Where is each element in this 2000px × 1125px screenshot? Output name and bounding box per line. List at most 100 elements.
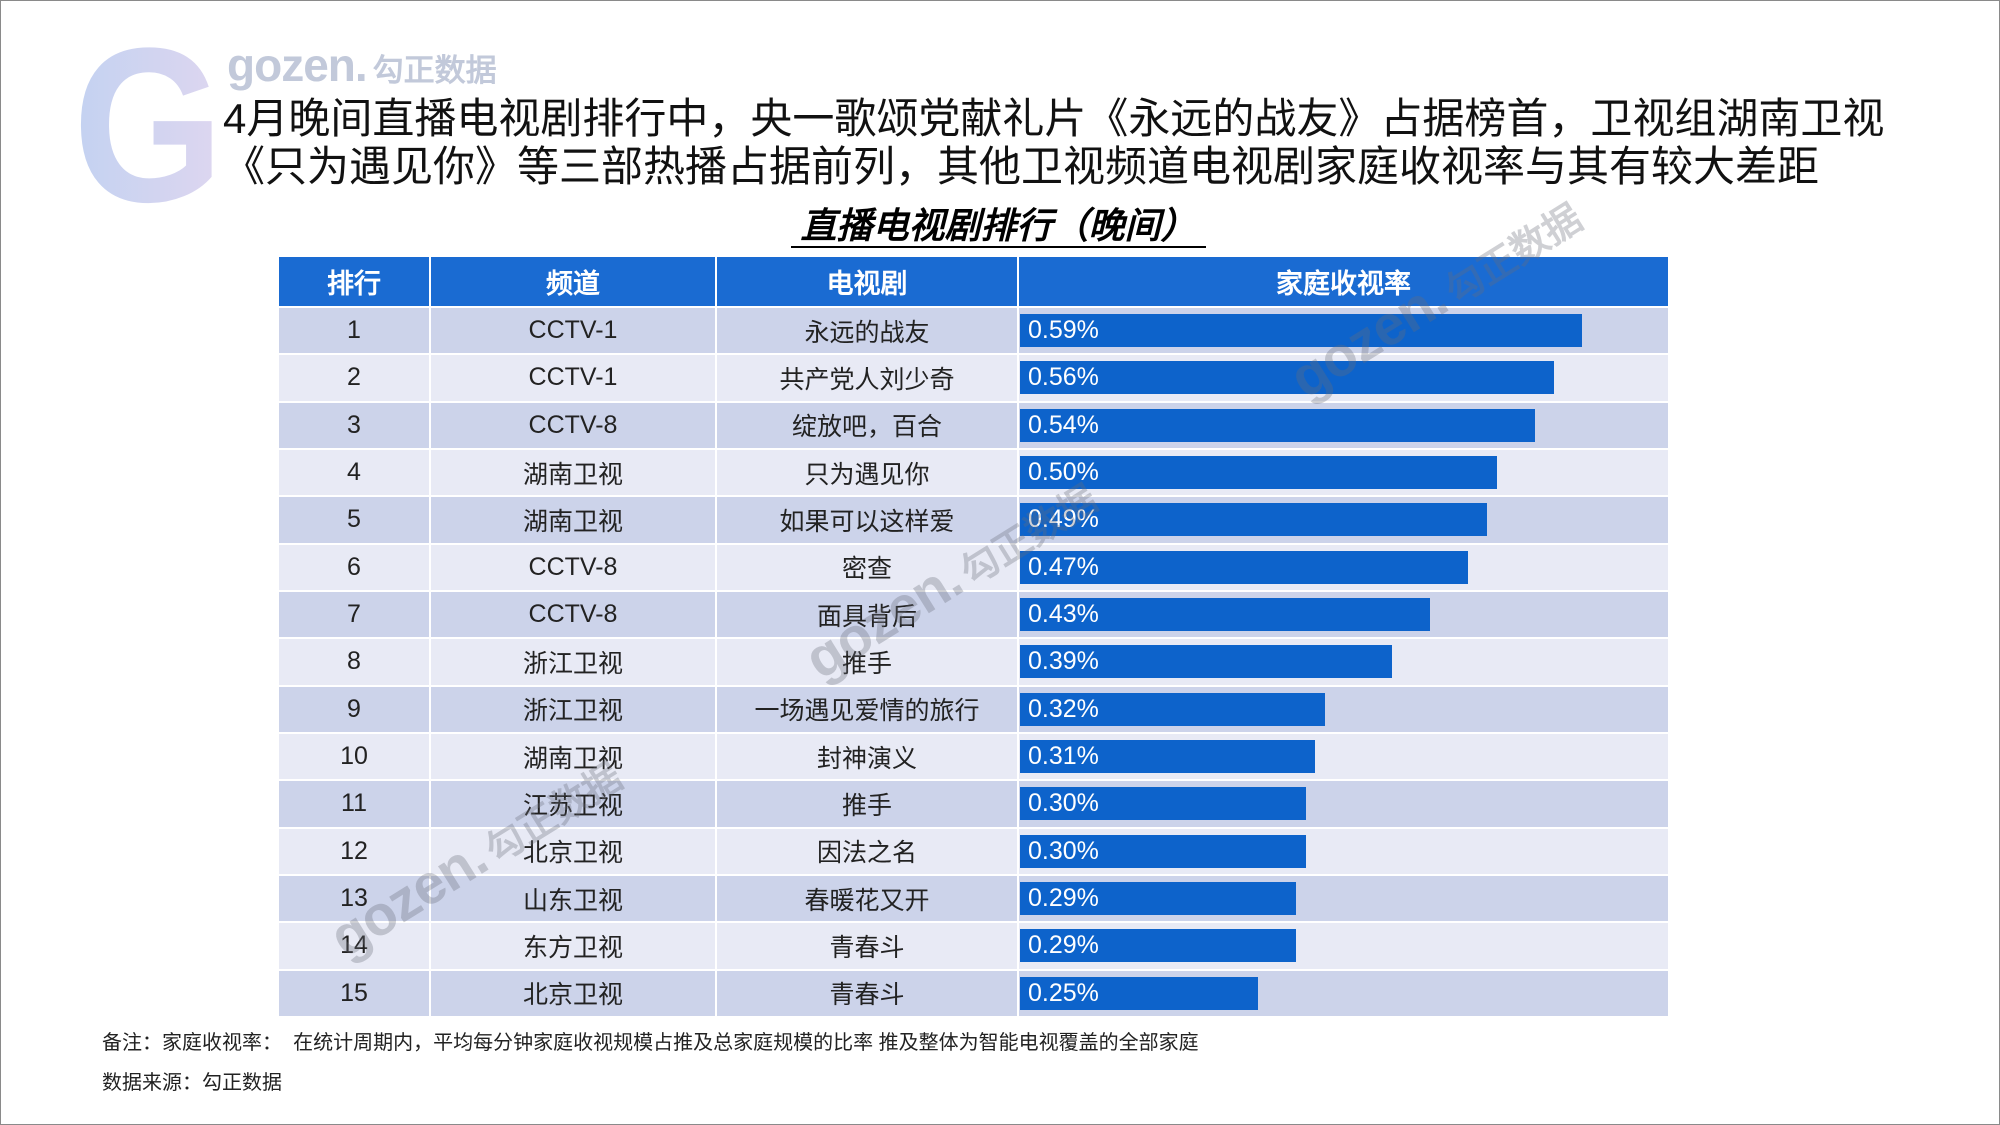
- bar-value-label: 0.25%: [1028, 978, 1099, 1007]
- rank-cell: 2: [279, 355, 429, 401]
- table-row: 13 山东卫视 春暖花又开 0.29%: [279, 875, 1668, 922]
- rank-cell: 5: [279, 497, 429, 543]
- header-drama: 电视剧: [717, 257, 1017, 306]
- bar: [1020, 455, 1497, 489]
- channel-cell: 江苏卫视: [431, 781, 715, 827]
- channel-cell: 东方卫视: [431, 923, 715, 969]
- rating-cell: 0.49%: [1019, 497, 1668, 543]
- bar-value-label: 0.29%: [1028, 883, 1099, 912]
- bar: [1020, 976, 1259, 1010]
- table-header: 排行 频道 电视剧 家庭收视率: [279, 257, 1668, 306]
- bar-value-label: 0.59%: [1028, 316, 1099, 344]
- rank-cell: 14: [279, 923, 429, 969]
- table-row: 15 北京卫视 青春斗 0.25%: [279, 970, 1668, 1016]
- drama-cell: 一场遇见爱情的旅行: [717, 686, 1017, 732]
- footnote: 备注：家庭收视率： 在统计周期内，平均每分钟家庭收视规模占推及总家庭规模的比率 …: [102, 1032, 1199, 1054]
- drama-cell: 共产党人刘少奇: [717, 355, 1017, 401]
- bar: [1020, 692, 1325, 726]
- table-row: 6 CCTV-8 密查 0.47%: [279, 544, 1668, 590]
- table-row: 10 湖南卫视 封神演义 0.31%: [279, 733, 1668, 780]
- gozen-g-logo: G: [73, 2, 224, 248]
- headline-line-1: 4月晚间直播电视剧排行中，央一歌颂党献礼片《永远的战友》占据榜首，卫视组湖南卫视: [223, 95, 1885, 142]
- bar: [1020, 739, 1316, 773]
- bar: [1020, 408, 1535, 442]
- table-row: 7 CCTV-8 面具背后 0.43%: [279, 591, 1668, 638]
- rating-cell: 0.39%: [1019, 639, 1668, 685]
- rank-cell: 11: [279, 781, 429, 827]
- rank-cell: 1: [279, 308, 429, 354]
- drama-cell: 永远的战友: [717, 308, 1017, 354]
- rating-cell: 0.25%: [1019, 970, 1668, 1016]
- bar-value-label: 0.49%: [1028, 505, 1099, 534]
- rating-cell: 0.29%: [1019, 923, 1668, 969]
- drama-cell: 春暖花又开: [717, 875, 1017, 922]
- headline: 4月晚间直播电视剧排行中，央一歌颂党献礼片《永远的战友》占据榜首，卫视组湖南卫视…: [223, 95, 1884, 191]
- table-row: 2 CCTV-1 共产党人刘少奇 0.56%: [279, 355, 1668, 401]
- channel-cell: CCTV-1: [431, 308, 715, 354]
- bar-value-label: 0.43%: [1028, 599, 1099, 628]
- channel-cell: 湖南卫视: [431, 733, 715, 780]
- rating-cell: 0.29%: [1019, 875, 1668, 922]
- chart-title: 直播电视剧排行（晚间）: [791, 205, 1206, 248]
- drama-cell: 推手: [717, 639, 1017, 685]
- bar: [1020, 361, 1554, 395]
- channel-cell: 湖南卫视: [431, 497, 715, 543]
- headline-line-2: 《只为遇见你》等三部热播占据前列，其他卫视频道电视剧家庭收视率与其有较大差距: [223, 143, 1820, 190]
- drama-cell: 推手: [717, 781, 1017, 827]
- bar-value-label: 0.50%: [1028, 457, 1099, 486]
- header-channel: 频道: [431, 257, 715, 306]
- table-row: 14 东方卫视 青春斗 0.29%: [279, 923, 1668, 969]
- rank-cell: 6: [279, 544, 429, 590]
- drama-cell: 面具背后: [717, 591, 1017, 638]
- drama-cell: 只为遇见你: [717, 449, 1017, 496]
- bar-value-label: 0.32%: [1028, 694, 1099, 723]
- bar-value-label: 0.39%: [1028, 647, 1099, 676]
- table-row: 8 浙江卫视 推手 0.39%: [279, 639, 1668, 685]
- channel-cell: CCTV-1: [431, 355, 715, 401]
- rank-cell: 4: [279, 449, 429, 496]
- rank-cell: 10: [279, 733, 429, 780]
- rating-cell: 0.31%: [1019, 733, 1668, 780]
- data-source: 数据来源：勾正数据: [102, 1072, 282, 1094]
- drama-cell: 绽放吧，百合: [717, 402, 1017, 448]
- drama-cell: 封神演义: [717, 733, 1017, 780]
- channel-cell: CCTV-8: [431, 402, 715, 448]
- header-rating: 家庭收视率: [1019, 257, 1668, 306]
- bar: [1020, 881, 1297, 915]
- channel-cell: 湖南卫视: [431, 449, 715, 496]
- bar-value-label: 0.54%: [1028, 410, 1099, 439]
- logo-latin-text: gozen.: [227, 39, 368, 91]
- rating-cell: 0.50%: [1019, 449, 1668, 496]
- bar: [1020, 314, 1583, 347]
- bar-value-label: 0.30%: [1028, 789, 1099, 818]
- table-row: 1 CCTV-1 永远的战友 0.59%: [279, 308, 1668, 354]
- header-rank: 排行: [279, 257, 429, 306]
- bar: [1020, 503, 1487, 537]
- rank-cell: 3: [279, 402, 429, 448]
- bar-value-label: 0.31%: [1028, 741, 1099, 770]
- bar: [1020, 834, 1306, 868]
- bar-value-label: 0.30%: [1028, 836, 1099, 865]
- drama-cell: 青春斗: [717, 923, 1017, 969]
- rank-cell: 9: [279, 686, 429, 732]
- bar-value-label: 0.29%: [1028, 931, 1099, 960]
- rating-cell: 0.47%: [1019, 544, 1668, 590]
- bar: [1020, 787, 1306, 821]
- table-row: 9 浙江卫视 一场遇见爱情的旅行 0.32%: [279, 686, 1668, 732]
- drama-cell: 青春斗: [717, 970, 1017, 1016]
- gozen-logo: gozen. 勾正数据: [227, 40, 497, 90]
- table-row: 4 湖南卫视 只为遇见你 0.50%: [279, 449, 1668, 496]
- table-row: 11 江苏卫视 推手 0.30%: [279, 781, 1668, 827]
- drama-cell: 密查: [717, 544, 1017, 590]
- bar-value-label: 0.47%: [1028, 552, 1099, 581]
- channel-cell: 浙江卫视: [431, 639, 715, 685]
- bar: [1020, 597, 1430, 631]
- rating-cell: 0.30%: [1019, 781, 1668, 827]
- rating-cell: 0.32%: [1019, 686, 1668, 732]
- bar: [1020, 645, 1392, 679]
- channel-cell: 浙江卫视: [431, 686, 715, 732]
- rating-cell: 0.56%: [1019, 355, 1668, 401]
- rank-cell: 8: [279, 639, 429, 685]
- channel-cell: CCTV-8: [431, 544, 715, 590]
- channel-cell: 山东卫视: [431, 875, 715, 922]
